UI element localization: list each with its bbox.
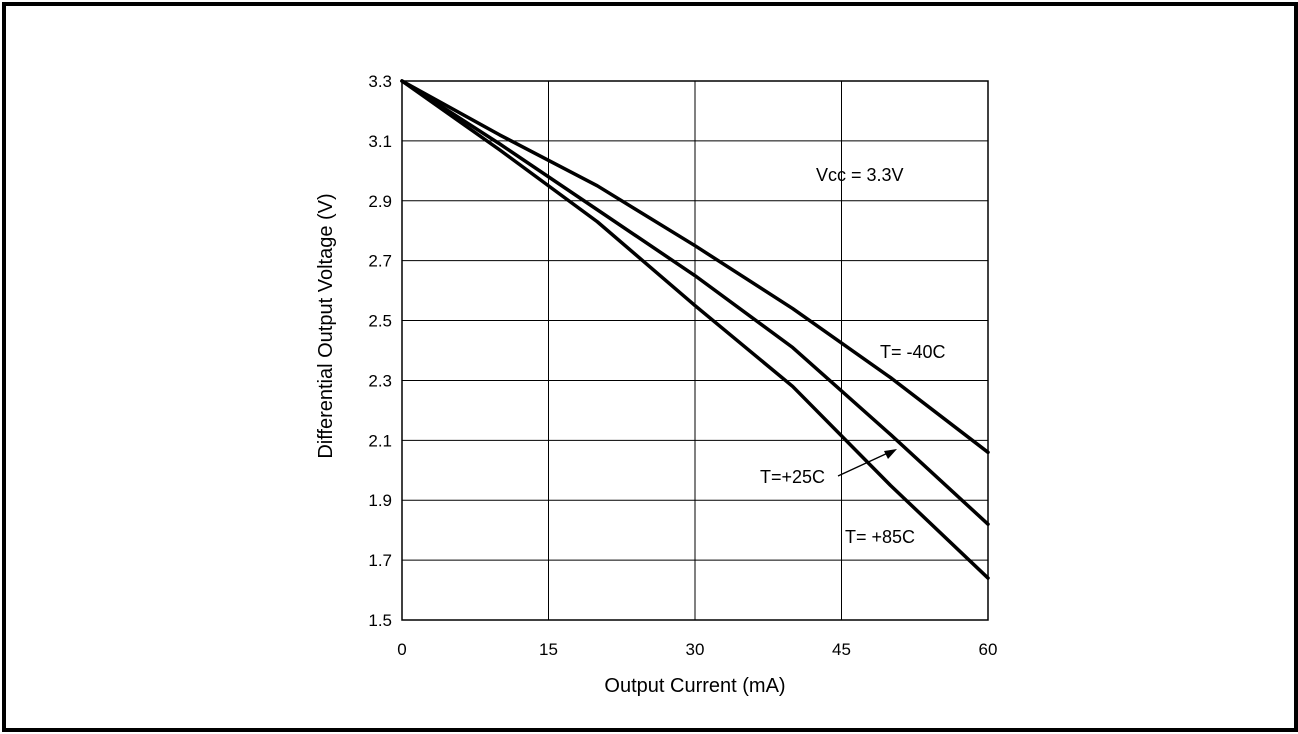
y-tick-label: 3.1 <box>368 132 392 151</box>
series-label-plus25: T=+25C <box>760 467 825 487</box>
y-tick-label: 1.9 <box>368 491 392 510</box>
x-tick-label: 30 <box>686 640 705 659</box>
plus25-pointer-arrow <box>837 449 897 477</box>
y-tick-label: 2.5 <box>368 312 392 331</box>
series-line-2 <box>400 79 990 580</box>
x-tick-label: 15 <box>539 640 558 659</box>
x-axis-title: Output Current (mA) <box>604 675 785 697</box>
x-tick-label: 60 <box>979 640 998 659</box>
vcc-annotation: Vcc = 3.3V <box>816 165 904 185</box>
y-tick-label: 2.9 <box>368 192 392 211</box>
x-tick-label: 0 <box>397 640 406 659</box>
y-axis-title: Differential Output Voltage (V) <box>315 193 337 458</box>
series-lines <box>400 79 990 580</box>
series-label-plus85: T= +85C <box>845 527 915 547</box>
y-tick-label: 1.5 <box>368 611 392 630</box>
y-tick-label: 2.3 <box>368 371 392 390</box>
series-line-0 <box>400 79 990 455</box>
x-tick-label: 45 <box>832 640 851 659</box>
plot-border <box>401 80 989 621</box>
y-tick-label: 2.7 <box>368 252 392 271</box>
series-line-1 <box>400 79 990 526</box>
series-label-minus40: T= -40C <box>880 342 946 362</box>
y-tick-label: 2.1 <box>368 431 392 450</box>
y-tick-label: 3.3 <box>368 72 392 91</box>
y-tick-labels: 1.5 1.7 1.9 2.1 2.3 2.5 2.7 2.9 3.1 3.3 <box>368 72 392 630</box>
y-tick-label: 1.7 <box>368 551 392 570</box>
x-tick-labels: 0 15 30 45 60 <box>397 640 997 659</box>
